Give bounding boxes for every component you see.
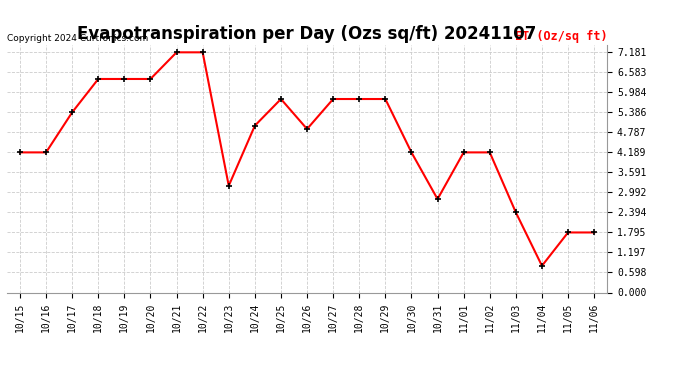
Text: Copyright 2024 Curtronics.com: Copyright 2024 Curtronics.com [7, 33, 148, 42]
Title: Evapotranspiration per Day (Ozs sq/ft) 20241107: Evapotranspiration per Day (Ozs sq/ft) 2… [77, 26, 537, 44]
Text: ET (Oz/sq ft): ET (Oz/sq ft) [515, 30, 607, 42]
